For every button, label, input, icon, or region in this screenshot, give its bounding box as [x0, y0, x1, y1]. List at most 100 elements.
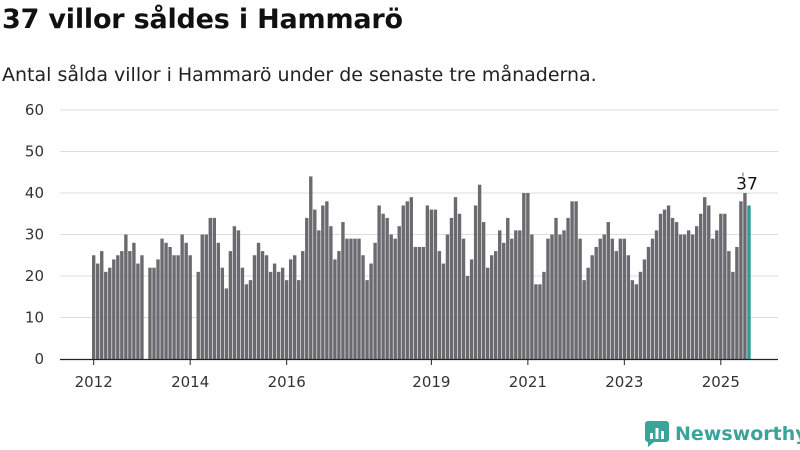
bar [654, 230, 659, 359]
chart-subtitle: Antal sålda villor i Hammarö under de se… [2, 64, 597, 86]
bar [485, 267, 490, 359]
bar [313, 209, 317, 359]
bar [180, 234, 184, 359]
chart-title: 37 villor såldes i Hammarö [2, 4, 403, 35]
bar [293, 255, 297, 359]
bar [357, 238, 361, 359]
bar [288, 259, 293, 359]
bar [276, 271, 281, 359]
bar [220, 267, 225, 359]
bar [634, 284, 639, 359]
bar [164, 242, 168, 359]
newsworthy-chart-icon [645, 421, 669, 447]
bar [686, 230, 691, 359]
bar [284, 280, 289, 359]
bar [498, 230, 502, 359]
bar [530, 234, 534, 359]
bar [506, 217, 510, 359]
bar [465, 276, 470, 359]
bar [670, 217, 675, 359]
bar [723, 213, 727, 359]
bar [614, 251, 618, 359]
bar [417, 246, 422, 359]
bar [124, 234, 128, 359]
bar [602, 234, 606, 359]
y-tick-label: 60 [25, 101, 44, 119]
bar [610, 238, 614, 359]
bar [373, 242, 377, 359]
bar [469, 259, 474, 359]
y-tick-label: 30 [25, 226, 44, 244]
bar [489, 255, 494, 359]
bar [236, 230, 241, 359]
bar [148, 267, 152, 359]
bar [160, 238, 164, 359]
bar [558, 234, 562, 359]
y-tick-label: 10 [25, 309, 44, 327]
y-axis-tick-labels: 0 10 20 30 40 50 60 [25, 101, 44, 368]
value-label: 37 [736, 174, 758, 194]
bar [409, 197, 413, 359]
bar [626, 255, 631, 359]
bar [437, 251, 442, 359]
bar [96, 263, 100, 359]
bar [674, 222, 679, 359]
logo-text: Newsworthy [675, 423, 800, 445]
bar [457, 213, 462, 359]
bar [244, 284, 249, 359]
bar [184, 242, 188, 359]
bar [325, 201, 329, 359]
y-tick-label: 40 [25, 184, 44, 202]
bar [208, 217, 212, 359]
bar [550, 234, 554, 359]
x-tick-label: 2023 [605, 373, 643, 391]
value-labels: 37 [736, 172, 758, 194]
bar [578, 238, 582, 359]
bar [711, 238, 715, 359]
newsworthy-logo[interactable]: Newsworthy [645, 420, 800, 448]
bar [172, 255, 176, 359]
bar [405, 201, 409, 359]
bar [140, 255, 144, 359]
bar [646, 246, 651, 359]
bar [188, 255, 192, 359]
bar [260, 251, 265, 359]
bar [329, 226, 333, 359]
bar [662, 209, 667, 359]
bar [618, 238, 623, 359]
bar [682, 234, 687, 359]
bar [385, 217, 389, 359]
bar [731, 271, 735, 359]
bar [156, 259, 160, 359]
bar [100, 251, 104, 359]
bar [590, 255, 594, 359]
bar [393, 238, 397, 359]
bar [514, 230, 518, 359]
bar [268, 271, 273, 359]
bar [642, 259, 647, 359]
bar [606, 222, 610, 359]
bar [461, 238, 466, 359]
bar [297, 280, 301, 359]
bar [429, 209, 434, 359]
bar [136, 263, 140, 359]
y-tick-label: 20 [25, 267, 44, 285]
bar [401, 205, 405, 359]
bar [301, 251, 305, 359]
bar [228, 251, 233, 359]
bar [538, 284, 542, 359]
bar [715, 230, 719, 359]
bar [477, 184, 482, 359]
bar [132, 242, 136, 359]
bar [453, 197, 458, 359]
y-tick-label: 50 [25, 143, 44, 161]
bar [216, 242, 221, 359]
bar [570, 201, 574, 359]
bar [381, 213, 385, 359]
bars [92, 176, 751, 359]
x-tick-label: 2021 [509, 373, 547, 391]
x-tick-label: 2016 [268, 373, 306, 391]
bar [586, 267, 590, 359]
bar [369, 263, 373, 359]
